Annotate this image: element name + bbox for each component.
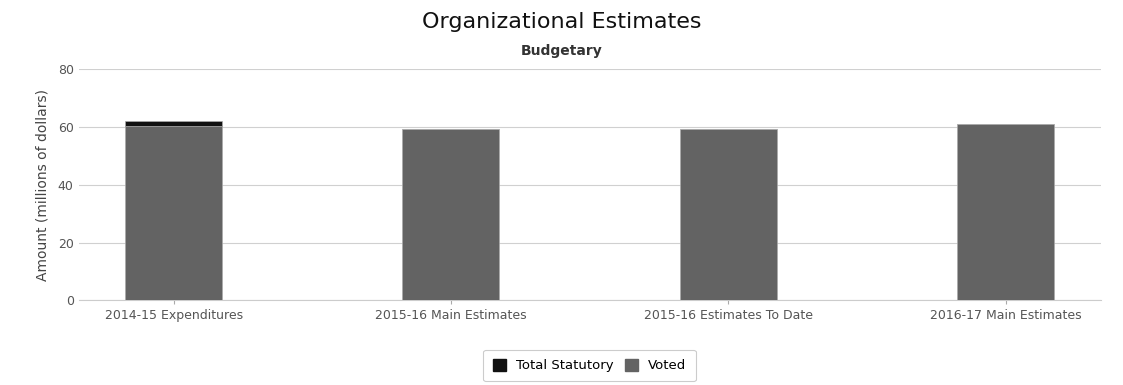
Y-axis label: Amount (millions of dollars): Amount (millions of dollars) [36, 89, 49, 281]
Text: Organizational Estimates: Organizational Estimates [422, 12, 701, 32]
Bar [679, 129, 777, 300]
Bar [957, 124, 1054, 300]
Text: Budgetary: Budgetary [521, 44, 602, 58]
Legend: Total Statutory, Voted: Total Statutory, Voted [483, 350, 696, 382]
Bar [125, 121, 222, 126]
Bar [125, 126, 222, 300]
Bar [402, 129, 500, 300]
